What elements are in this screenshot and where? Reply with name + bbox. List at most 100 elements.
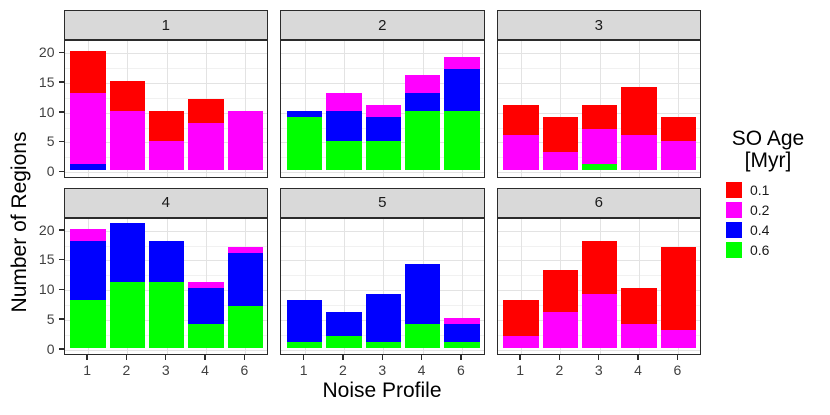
gridline-vertical: [521, 218, 523, 354]
x-tick-label: 6: [456, 362, 465, 378]
bar-segment: [70, 92, 106, 165]
gridline-vertical: [383, 218, 385, 354]
gridline-major: [64, 230, 267, 232]
legend-entries: 0.1 0.2 0.4 0.6: [712, 180, 824, 260]
legend-title-line2: [Myr]: [744, 149, 792, 173]
bar-segment: [660, 116, 697, 141]
bar-segment: [109, 282, 146, 348]
bar-segment: [365, 140, 401, 171]
bar-segment: [582, 104, 618, 129]
x-tick-label: 4: [417, 362, 426, 378]
bar-segment: [660, 329, 697, 348]
bar-segment: [326, 140, 362, 171]
x-tick-mark: [165, 355, 167, 360]
legend-entry: 0.2: [726, 200, 824, 220]
gridline-vertical: [343, 218, 345, 354]
y-tick-mark: [58, 51, 64, 54]
gridline-minor: [281, 275, 484, 277]
facet-strip: 3: [496, 10, 701, 40]
x-tick-mark: [637, 355, 639, 360]
bar-segment: [621, 134, 657, 171]
bar-segment: [70, 240, 106, 301]
y-tick-label: 15: [38, 251, 55, 268]
x-tick-mark: [204, 355, 206, 360]
bar-segment: [149, 282, 185, 348]
bar-segment: [503, 335, 539, 348]
bar-segment: [188, 282, 224, 289]
gridline-minor: [64, 68, 267, 70]
bar-segment: [621, 86, 657, 135]
bar-segment: [542, 152, 579, 171]
facet-strip-label: 1: [161, 16, 170, 34]
x-tick-mark: [302, 355, 305, 360]
x-tick-label: 2: [339, 362, 347, 378]
facet-strip-label: 5: [378, 194, 387, 211]
bar-segment: [109, 110, 146, 171]
y-tick-label: 10: [38, 103, 55, 120]
x-tick-label: 4: [634, 362, 642, 378]
legend-entry: 0.4: [726, 220, 824, 240]
bar-segment: [188, 288, 224, 324]
x-tick-label: 3: [378, 362, 387, 378]
bar-segment: [621, 323, 657, 348]
bar-segment: [404, 264, 441, 324]
legend-entry: 0.6: [726, 240, 824, 260]
gridline-vertical: [678, 41, 680, 177]
x-tick-mark: [125, 355, 128, 360]
bar-segment: [404, 75, 441, 93]
bar-segment: [326, 110, 362, 141]
x-tick-label: 2: [555, 362, 564, 378]
gridline-major: [497, 172, 700, 174]
y-tick-label: 0: [46, 340, 55, 357]
x-tick-mark: [86, 355, 88, 360]
bar-segment: [70, 51, 106, 93]
bar-segment: [365, 104, 401, 117]
bar-segment: [404, 323, 441, 348]
facet-strip: 4: [63, 187, 268, 218]
gridline-major: [497, 82, 700, 84]
legend-key-label: 0.6: [750, 242, 770, 259]
bar-segment: [326, 92, 362, 111]
gridline-major: [281, 349, 484, 351]
x-tick-mark: [420, 355, 423, 360]
x-tick-label: 4: [201, 362, 209, 378]
gridline-vertical: [461, 218, 463, 354]
gridline-major: [64, 349, 267, 351]
bar-segment: [149, 110, 185, 141]
bar-segment: [503, 300, 539, 336]
gridline-major: [281, 82, 484, 84]
gridline-major: [281, 53, 484, 55]
bar-segment: [227, 246, 264, 253]
facet-panel: [280, 40, 485, 178]
facet-panel: [63, 40, 268, 178]
y-tick-label: 10: [38, 281, 55, 298]
x-axis-title: Noise Profile: [322, 379, 442, 402]
gridline-major: [281, 172, 484, 174]
facet-strip-label: 6: [594, 194, 603, 211]
y-tick-mark: [58, 111, 64, 113]
gridline-major: [497, 349, 700, 351]
gridline-major: [281, 230, 484, 232]
gridline-vertical: [166, 41, 168, 177]
y-tick-mark: [58, 81, 64, 83]
legend: SO Age [Myr] 0.1 0.2 0.4 0.6: [712, 127, 824, 260]
x-tick-mark: [460, 355, 462, 360]
bar-segment: [365, 116, 401, 141]
bar-segment: [70, 228, 106, 241]
bar-segment: [660, 246, 697, 330]
legend-title-line1: SO Age: [731, 127, 805, 150]
y-tick-mark: [58, 288, 64, 291]
facet-strip: 2: [280, 10, 485, 40]
x-tick-label: 2: [122, 362, 131, 378]
bar-segment: [582, 164, 618, 171]
facet-panel: [496, 40, 701, 178]
facet-strip-label: 2: [378, 16, 387, 34]
bar-segment: [109, 80, 146, 111]
x-tick-label: 6: [240, 362, 249, 378]
bar-segment: [227, 306, 264, 348]
gridline-minor: [281, 245, 484, 247]
x-tick-label: 3: [594, 362, 603, 378]
y-tick-label: 20: [38, 44, 55, 61]
facet-strip-label: 4: [161, 194, 170, 211]
bar-segment: [286, 116, 323, 171]
